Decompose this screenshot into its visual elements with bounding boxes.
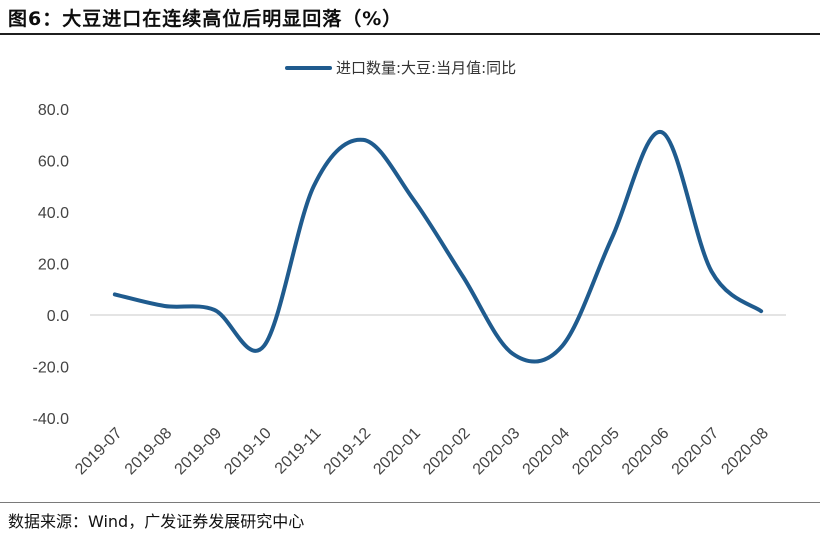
x-tick-label: 2019-10 [221,425,275,479]
data-point [461,274,465,278]
x-tick-label: 2020-07 [669,425,723,479]
x-tick-label: 2020-02 [420,425,474,479]
x-tick-label: 2019-08 [122,425,176,479]
data-points [113,130,763,355]
line-chart: 进口数量:大豆:当月值:同比 80.0 60.0 40.0 20.0 0.0 -20.0 -… [33,59,786,479]
x-tick-label: 2020-03 [470,425,524,479]
x-tick-label: 2020-06 [619,425,673,479]
legend: 进口数量:大豆:当月值:同比 [285,59,516,77]
data-point [709,269,713,273]
x-tick-label: 2019-12 [321,425,375,479]
y-tick-label: 80.0 [38,102,69,119]
data-point [759,309,763,313]
title-rule [0,33,820,35]
y-tick-label: 40.0 [38,205,69,222]
source-note: 数据来源：Wind，广发证券发展研究中心 [8,512,305,531]
x-axis-ticks: 2019-072019-082019-092019-102019-112019-… [72,425,772,479]
figure-title: 图6：大豆进口在连续高位后明显回落（%） [8,8,403,30]
x-tick-label: 2020-04 [520,425,574,479]
data-point [411,197,415,201]
data-point [212,308,216,312]
x-tick-label: 2019-09 [172,425,226,479]
data-point [560,344,564,348]
x-tick-label: 2020-05 [569,425,623,479]
y-tick-label: -20.0 [33,360,70,377]
source-rule [0,502,820,503]
x-tick-label: 2020-01 [370,425,424,479]
data-point [610,236,614,240]
data-point [660,130,664,134]
data-point [361,138,365,142]
data-point [113,292,117,296]
data-point [312,184,316,188]
x-tick-label: 2019-11 [272,425,325,478]
y-tick-label: 60.0 [38,154,69,171]
y-tick-label: -40.0 [33,411,70,428]
data-point [163,304,167,308]
data-point [262,344,266,348]
y-tick-label: 20.0 [38,257,69,274]
y-axis-ticks: 80.0 60.0 40.0 20.0 0.0 -20.0 -40.0 [33,102,70,428]
y-tick-label: 0.0 [47,308,69,325]
legend-label: 进口数量:大豆:当月值:同比 [336,59,516,77]
x-tick-label: 2020-08 [718,425,772,479]
series-line [112,130,764,364]
x-tick-label: 2019-07 [72,425,126,479]
data-point [511,352,515,356]
